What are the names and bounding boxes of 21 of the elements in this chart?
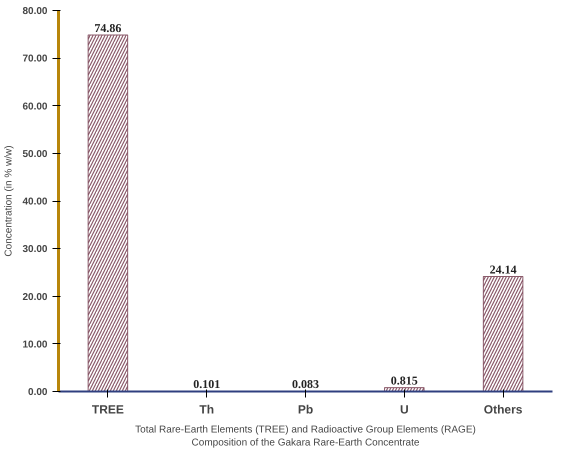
- y-tick-label: 0.00: [28, 387, 48, 398]
- y-tick-label: 40.00: [22, 196, 48, 208]
- x-tick-label: Pb: [298, 402, 314, 416]
- y-tick-label: 20.00: [22, 292, 48, 303]
- y-tick-label: 10.00: [22, 339, 48, 350]
- x-tick-label: TREE: [92, 402, 124, 416]
- data-label: 24.14: [490, 262, 517, 277]
- y-tick-label: 80.00: [22, 6, 48, 17]
- x-axis-title: Total Rare-Earth Elements (TREE) and Radioactive Group Elements (RAGE) Composition of the Gakara Rare-Earth Concentrate: [135, 424, 476, 449]
- x-tick-label: U: [400, 402, 409, 416]
- x-tick-label: Th: [199, 402, 214, 416]
- y-tick-label: 50.00: [22, 148, 48, 160]
- y-tick-label: 30.00: [22, 244, 48, 256]
- data-label: 0.083: [292, 377, 319, 392]
- x-tick-label: Others: [484, 402, 523, 416]
- y-tick-label: 60.00: [22, 101, 48, 112]
- data-label: 0.101: [193, 377, 220, 392]
- data-label: 0.815: [390, 374, 418, 388]
- data-label: 74.86: [94, 20, 122, 35]
- y-tick-label: 70.00: [22, 54, 48, 65]
- y-axis-title: Concentration (in % w/w): [3, 145, 14, 257]
